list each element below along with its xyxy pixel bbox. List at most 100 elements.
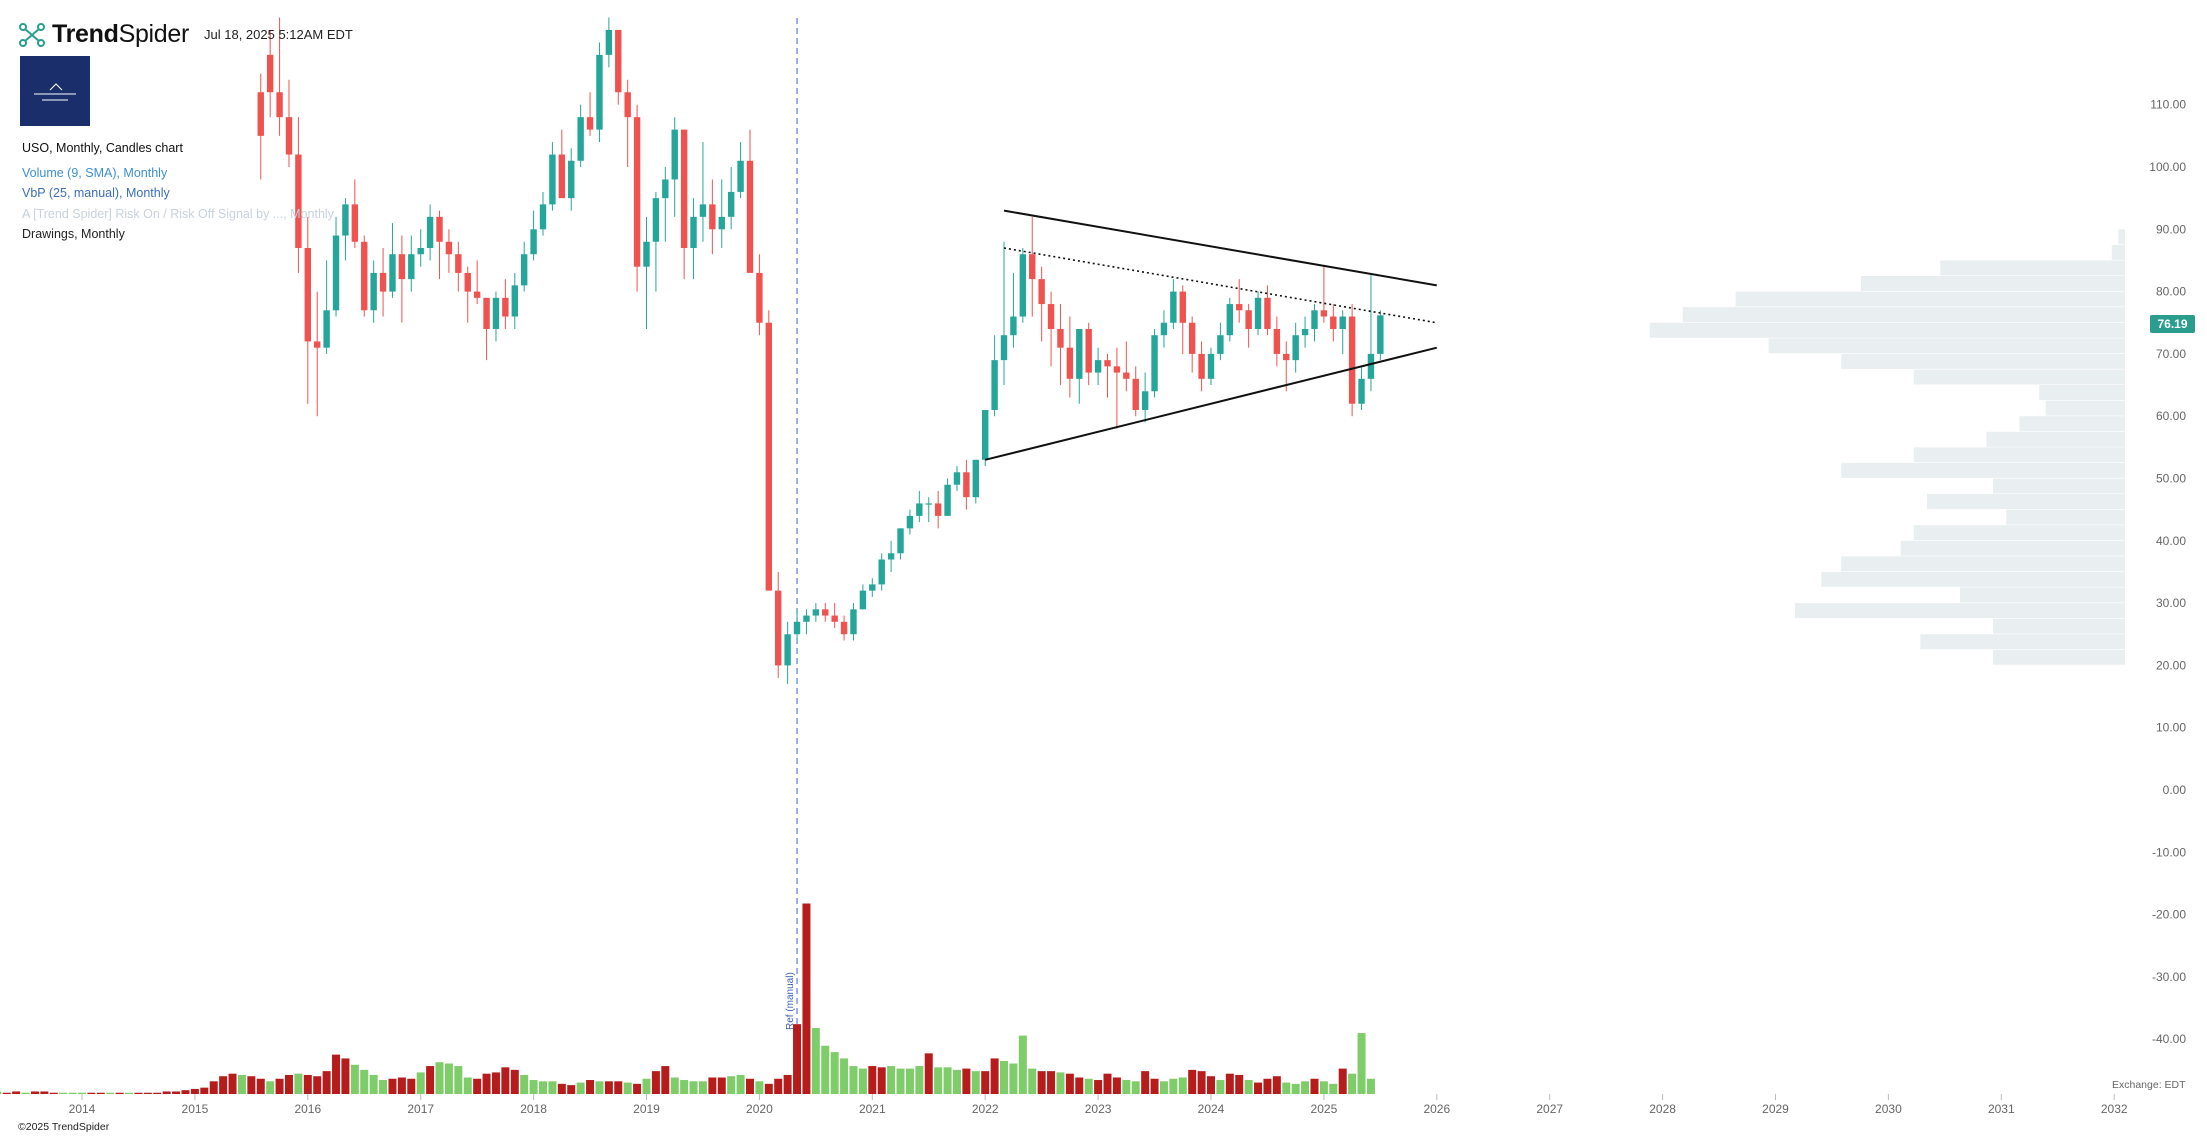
candle-up [803,615,810,622]
vbp-bar [1993,618,2125,634]
volume-bar-up [755,1081,764,1094]
candle-down [1198,353,1205,379]
volume-bar-up [1244,1080,1253,1094]
volume-bar-down [764,1083,773,1094]
candle-up [1377,315,1384,354]
volume-bar-up [971,1071,980,1094]
volume-bar-down [1065,1073,1074,1094]
candle-up [916,503,923,516]
volume-bar-down [322,1071,331,1094]
volume-bar-down [200,1087,209,1094]
vbp-bar [1940,260,2125,276]
candle-up [1019,254,1027,317]
volume-bar-up [444,1063,453,1094]
volume-bar-down [12,1091,21,1094]
candle-down [1029,254,1036,280]
volume-bar-down [1150,1078,1159,1094]
volume-bar-up [237,1074,246,1094]
legend-volume[interactable]: Volume (9, SMA), Monthly [22,166,168,180]
volume-bar-down [651,1071,660,1094]
volume-bar-up [454,1066,463,1094]
volume-bar-up [670,1077,679,1094]
volume-bar-down [96,1092,105,1094]
x-tick-label: 2029 [1762,1102,1789,1116]
volume-bar-up [623,1082,632,1094]
candle-up [530,229,537,255]
volume-bar-down [256,1078,265,1094]
solid-trendline [1003,209,1437,287]
candle-down [1273,328,1281,354]
candle-up [991,360,998,410]
volume-bar-down [1235,1074,1244,1094]
volume-bar-down [426,1066,435,1094]
candle-down [483,297,490,329]
candle-down [756,272,763,323]
legend-drawings[interactable]: Drawings, Monthly [22,227,125,241]
volume-bar-down [2,1092,11,1094]
volume-bar-down [1197,1071,1206,1094]
x-tick-label: 2016 [294,1102,321,1116]
volume-bar-down [341,1058,350,1094]
exchange-label: Exchange: EDT [2112,1079,2186,1091]
volume-bar-down [284,1074,293,1094]
candle-down [840,621,848,635]
candle-down [1047,304,1055,329]
x-tick-label: 2022 [972,1102,999,1116]
candle-up [323,310,330,348]
x-tick-label: 2020 [746,1102,773,1116]
candle-down [314,341,321,348]
volume-bar-down [1103,1073,1112,1094]
logo-text-bold: Trend [52,20,119,48]
candle-down [1113,366,1121,373]
x-tick-label: 2027 [1536,1102,1563,1116]
x-tick-label: 2023 [1085,1102,1112,1116]
price-axis[interactable]: 110.00 100.00 90.00 80.00 70.00 60.00 50.00 40.… [2149,98,2186,1046]
candle-up [643,241,650,267]
volume-bar-down [153,1092,162,1094]
volume-bar-up [821,1045,830,1094]
volume-bar-down [228,1073,237,1094]
candle-up [1170,291,1177,323]
volume-bar-up [350,1064,359,1094]
candle-down [831,615,838,622]
candle-up [605,29,613,55]
x-tick-label: 2017 [407,1102,434,1116]
candle-up [1301,328,1309,336]
volume-bar-down [1112,1077,1121,1094]
trendline-drawings[interactable] [984,209,1438,461]
candle-up [897,528,904,554]
candle-down [558,154,566,199]
time-axis[interactable]: 2014 2015 2016 2017 2018 2019 2020 2021 2022 2023… [69,1094,2128,1116]
legend-hidden-indicator[interactable]: A [Trend Spider] Risk On / Risk Off Sign… [22,207,334,221]
volume-bar-down [962,1068,971,1094]
candle-down [295,154,302,248]
volume-bar-down [491,1072,500,1094]
vbp-bar [1913,447,2125,463]
vbp-bar [2045,400,2125,416]
vbp-bar [1841,556,2125,572]
volume-bar-up [294,1073,303,1094]
volume-bar-up [1329,1083,1338,1094]
volume-bar-down [162,1091,171,1094]
volume-bar-down [407,1078,416,1094]
volume-bar-down [219,1076,228,1094]
volume-bar-up [1018,1035,1027,1094]
volume-bar-down [181,1090,190,1094]
x-tick-label: 2031 [1988,1102,2015,1116]
legend-vbp[interactable]: VbP (25, manual), Monthly [22,186,170,200]
candle-down [1132,378,1139,410]
volume-bar-down [501,1067,510,1094]
legend-main-series[interactable]: USO, Monthly, Candles chart [22,141,183,155]
vbp-bar [1649,322,2125,338]
vbp-bar [1682,307,2125,323]
y-tick-label: 70.00 [2156,347,2186,361]
candle-down [464,272,471,292]
volume-bar-up [78,1092,86,1094]
candle-down [1123,372,1130,379]
vbp-bar [1841,462,2125,478]
volume-bar-down [633,1083,642,1094]
symbol-thumbnail[interactable] [20,56,90,126]
volume-bar-down [708,1077,717,1094]
logo-text-regular: Spider [118,20,190,48]
